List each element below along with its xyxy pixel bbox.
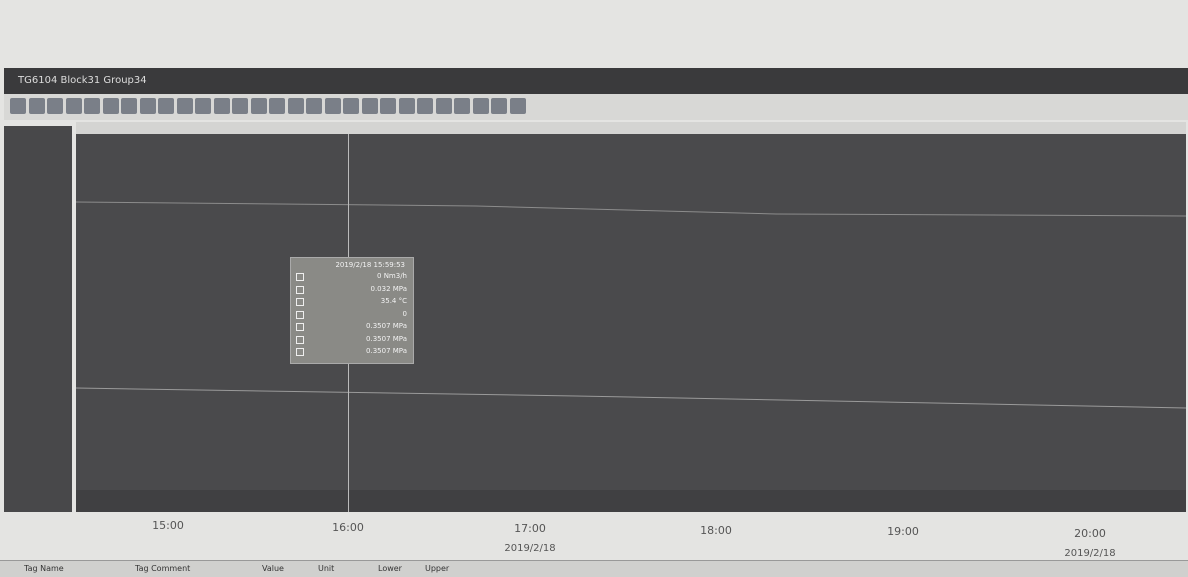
trend-line: [76, 388, 1186, 408]
tooltip-value: 0.3507 MPa: [366, 335, 407, 343]
time-tick-label: 18:00: [700, 524, 732, 537]
tooltip-time: 2019/2/18 15:59:53: [335, 261, 405, 269]
toolbar-button[interactable]: [417, 98, 433, 114]
time-tick-label: 17:00: [514, 522, 546, 535]
toolbar-button[interactable]: [195, 98, 211, 114]
toolbar-button[interactable]: [510, 98, 526, 114]
toolbar-button[interactable]: [288, 98, 304, 114]
time-tick-label: 19:00: [887, 525, 919, 538]
toolbar-button[interactable]: [454, 98, 470, 114]
screen: TG6104 Block31 Group34 2019/2/18 15:59:5…: [0, 0, 1188, 576]
tooltip-value: 0.3507 MPa: [366, 322, 407, 330]
toolbar-button[interactable]: [121, 98, 137, 114]
column-header[interactable]: Value: [262, 564, 284, 573]
pen-checkbox[interactable]: [296, 336, 304, 344]
time-tick-label: 15:00: [152, 519, 184, 532]
pen-checkbox[interactable]: [296, 273, 304, 281]
pen-panel: [4, 126, 72, 512]
trend-lines: [76, 134, 1186, 512]
toolbar-button[interactable]: [325, 98, 341, 114]
pen-checkbox[interactable]: [296, 348, 304, 356]
column-header[interactable]: Tag Name: [24, 564, 64, 573]
toolbar-button[interactable]: [343, 98, 359, 114]
toolbar-button[interactable]: [436, 98, 452, 114]
trend-line: [76, 202, 1186, 216]
time-tick-label: 16:00: [332, 521, 364, 534]
window-title: TG6104 Block31 Group34: [4, 68, 1188, 94]
trend-area: [76, 134, 1186, 512]
toolbar-button[interactable]: [399, 98, 415, 114]
toolbar-button[interactable]: [103, 98, 119, 114]
toolbar-button[interactable]: [380, 98, 396, 114]
toolbar: [4, 94, 1188, 120]
pen-checkbox[interactable]: [296, 323, 304, 331]
toolbar-button[interactable]: [491, 98, 507, 114]
date-tick-label: 2019/2/18: [1064, 548, 1115, 559]
toolbar-button[interactable]: [269, 98, 285, 114]
toolbar-button[interactable]: [362, 98, 378, 114]
date-tick-label: 2019/2/18: [504, 543, 555, 554]
column-header[interactable]: Upper: [425, 564, 449, 573]
cursor-tooltip: 2019/2/18 15:59:53 0 Nm3/h 0.032 MPa 35.4 °…: [290, 257, 414, 364]
toolbar-button[interactable]: [29, 98, 45, 114]
toolbar-button[interactable]: [158, 98, 174, 114]
toolbar-button[interactable]: [47, 98, 63, 114]
tag-table-header: Tag Name Tag Comment Value Unit Lower Upper: [0, 560, 1188, 577]
toolbar-button[interactable]: [10, 98, 26, 114]
pen-checkbox[interactable]: [296, 298, 304, 306]
toolbar-button[interactable]: [306, 98, 322, 114]
tooltip-value: 0: [403, 310, 407, 318]
tooltip-value: 35.4 °C: [381, 297, 407, 305]
column-header[interactable]: Lower: [378, 564, 402, 573]
column-header[interactable]: Tag Comment: [135, 564, 190, 573]
pen-checkbox[interactable]: [296, 311, 304, 319]
column-header[interactable]: Unit: [318, 564, 334, 573]
toolbar-button[interactable]: [214, 98, 230, 114]
pen-checkbox[interactable]: [296, 286, 304, 294]
time-tick-label: 20:00: [1074, 527, 1106, 540]
toolbar-button[interactable]: [251, 98, 267, 114]
toolbar-button[interactable]: [140, 98, 156, 114]
toolbar-button[interactable]: [66, 98, 82, 114]
toolbar-button[interactable]: [232, 98, 248, 114]
scroll-strip: [76, 490, 1186, 512]
tooltip-value: 0.032 MPa: [370, 285, 407, 293]
tooltip-value: 0.3507 MPa: [366, 347, 407, 355]
toolbar-button[interactable]: [84, 98, 100, 114]
toolbar-button[interactable]: [473, 98, 489, 114]
tooltip-value: 0 Nm3/h: [377, 272, 407, 280]
toolbar-button[interactable]: [177, 98, 193, 114]
